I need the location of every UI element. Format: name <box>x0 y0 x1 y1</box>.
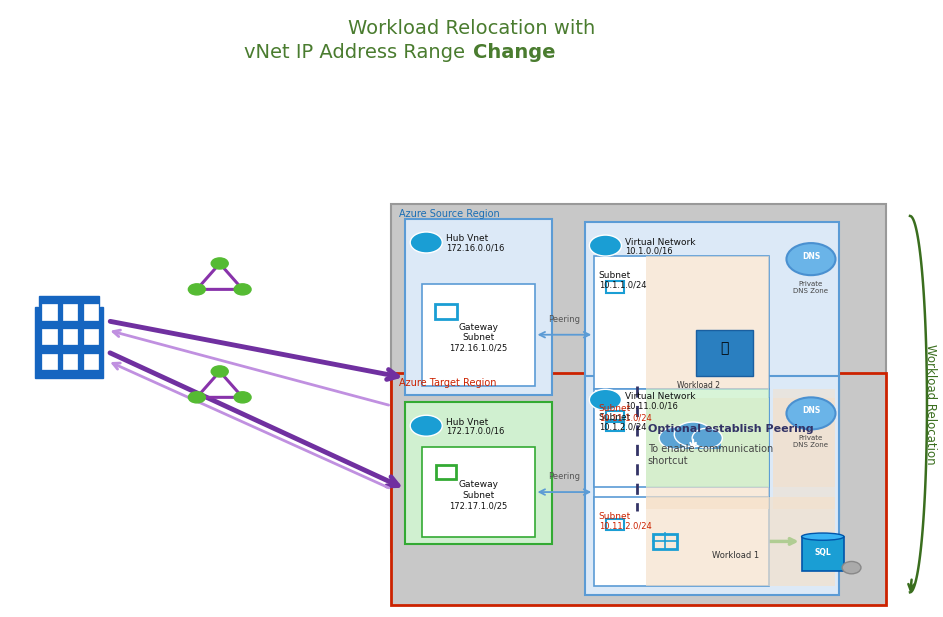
Text: Subnet: Subnet <box>599 271 631 281</box>
Text: Change: Change <box>473 43 555 62</box>
Bar <box>405 402 552 544</box>
Bar <box>84 304 98 320</box>
Bar <box>42 354 57 369</box>
Circle shape <box>410 415 442 436</box>
Bar <box>391 373 886 605</box>
Bar <box>63 304 77 320</box>
Circle shape <box>189 392 206 403</box>
Bar <box>773 398 835 509</box>
Text: Private
DNS Zone: Private DNS Zone <box>793 281 829 294</box>
Bar <box>594 497 769 586</box>
Bar <box>646 256 769 389</box>
Text: SQL: SQL <box>815 548 831 557</box>
Circle shape <box>589 235 621 256</box>
Text: Gateway: Gateway <box>458 480 498 489</box>
Text: Workload 1: Workload 1 <box>712 550 759 560</box>
Bar <box>667 434 721 449</box>
Text: Subnet: Subnet <box>462 333 494 342</box>
Text: Subnet: Subnet <box>462 491 494 500</box>
Bar <box>35 307 103 378</box>
Bar <box>594 256 769 389</box>
Text: Workload 2: Workload 2 <box>677 381 720 391</box>
Text: Optional establish Peering: Optional establish Peering <box>648 424 814 434</box>
Circle shape <box>659 427 693 449</box>
Text: Virtual Network: Virtual Network <box>625 238 696 247</box>
Text: Private
DNS Zone: Private DNS Zone <box>793 435 829 448</box>
Circle shape <box>410 232 442 253</box>
Circle shape <box>786 397 835 429</box>
Text: Peering: Peering <box>549 315 580 323</box>
Text: 172.17.1.0/25: 172.17.1.0/25 <box>449 501 507 510</box>
Text: 172.16.0.0/16: 172.16.0.0/16 <box>446 244 505 253</box>
Text: Virtual Network: Virtual Network <box>625 392 696 401</box>
Bar <box>63 329 77 344</box>
Text: Peering: Peering <box>549 472 580 481</box>
Circle shape <box>674 422 712 447</box>
Circle shape <box>786 243 835 275</box>
Text: DNS: DNS <box>802 252 820 260</box>
Text: Hub Vnet: Hub Vnet <box>446 418 488 427</box>
Bar <box>63 354 77 369</box>
Circle shape <box>589 389 621 410</box>
Bar <box>585 376 839 595</box>
Text: Hub Vnet: Hub Vnet <box>446 234 488 244</box>
Text: 10.1.1.0/24: 10.1.1.0/24 <box>599 281 646 290</box>
Text: DNS: DNS <box>802 406 820 415</box>
Circle shape <box>234 392 251 403</box>
Ellipse shape <box>802 533 844 540</box>
Bar <box>594 389 769 487</box>
Bar <box>696 330 753 376</box>
Bar <box>42 304 57 320</box>
Bar <box>422 284 535 386</box>
Text: 172.17.0.0/16: 172.17.0.0/16 <box>446 427 505 436</box>
Bar <box>422 447 535 537</box>
Bar <box>84 354 98 369</box>
Text: Workload Relocation with: Workload Relocation with <box>348 19 595 38</box>
Text: To enable communication
shortcut: To enable communication shortcut <box>648 444 773 466</box>
Bar <box>84 329 98 344</box>
Bar <box>585 222 839 521</box>
Bar <box>646 398 769 509</box>
Bar <box>405 219 552 395</box>
Text: 🐧: 🐧 <box>720 342 728 355</box>
Circle shape <box>211 366 228 377</box>
Bar <box>39 296 99 306</box>
Text: Azure Source Region: Azure Source Region <box>399 209 500 218</box>
Text: Subnet: Subnet <box>599 512 631 521</box>
Text: 10.1.2.0/24: 10.1.2.0/24 <box>599 423 646 432</box>
Text: 10.11.0.0/16: 10.11.0.0/16 <box>625 401 678 410</box>
Text: Workload Relocation: Workload Relocation <box>924 344 937 465</box>
Text: Azure Target Region: Azure Target Region <box>399 378 496 388</box>
Bar <box>594 398 769 509</box>
Bar <box>646 497 835 586</box>
Circle shape <box>692 428 722 448</box>
Text: 10.11.1.0/24: 10.11.1.0/24 <box>599 413 652 423</box>
Bar <box>391 204 886 552</box>
Text: 10.11.2.0/24: 10.11.2.0/24 <box>599 521 652 531</box>
Text: vNet IP Address Range: vNet IP Address Range <box>244 43 472 62</box>
Bar <box>802 537 844 571</box>
Circle shape <box>234 284 251 295</box>
Circle shape <box>211 258 228 269</box>
Bar <box>42 329 57 344</box>
Text: Gateway: Gateway <box>458 323 498 332</box>
Text: Subnet: Subnet <box>599 404 631 413</box>
Text: 10.1.0.0/16: 10.1.0.0/16 <box>625 247 673 256</box>
Circle shape <box>842 561 861 574</box>
Bar <box>773 389 835 487</box>
Circle shape <box>189 284 206 295</box>
Text: Subnet: Subnet <box>599 413 631 423</box>
Bar <box>646 389 769 487</box>
Text: 172.16.1.0/25: 172.16.1.0/25 <box>449 344 507 353</box>
